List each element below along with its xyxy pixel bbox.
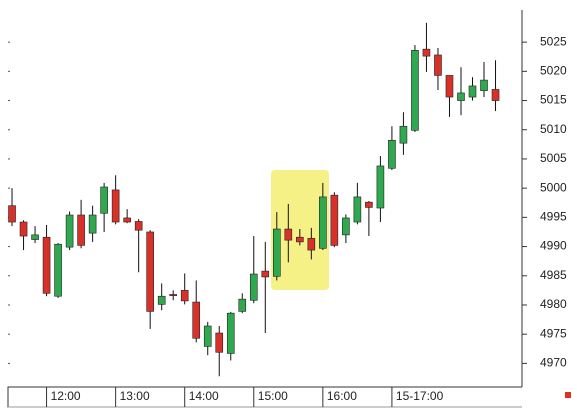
marker [565, 392, 571, 398]
candle-body [42, 236, 51, 294]
candle-body [226, 312, 235, 354]
candle-body [330, 194, 339, 246]
candle-body [8, 205, 16, 223]
candle-body [169, 294, 177, 296]
y-tick-label: 5010 [540, 122, 567, 136]
y-tick-label: 4970 [540, 356, 567, 370]
y-tick-label: 5000 [540, 180, 567, 194]
y-tick-label: 4980 [540, 297, 567, 311]
y-tick-label: 4985 [540, 268, 567, 282]
candle-body [365, 201, 373, 208]
x-tick-label: 12:00 [51, 389, 81, 403]
candle-body [65, 214, 74, 248]
candle-body [491, 89, 500, 101]
candle-body [31, 234, 39, 240]
candle-body [54, 243, 62, 297]
x-tick-label: 15-17:00 [396, 389, 444, 403]
candle-body [111, 189, 120, 223]
y-tick-label: 5025 [540, 34, 567, 48]
candle-body [411, 50, 419, 131]
candle-body [261, 270, 270, 278]
x-tick-label: 16:00 [327, 389, 357, 403]
candle-body [249, 273, 258, 301]
candle-body [422, 48, 431, 57]
candle-body [376, 165, 385, 209]
x-tick-label: 15:00 [258, 389, 288, 403]
candle-body [203, 325, 212, 347]
candle-body [307, 238, 316, 251]
candle-body [342, 217, 350, 236]
axis-bracket [7, 386, 16, 408]
candle-body [146, 231, 154, 312]
candle-body [157, 295, 166, 305]
candle-body [296, 236, 304, 243]
candle-body [77, 214, 85, 246]
candle-body [388, 139, 396, 169]
candle-body [134, 221, 143, 231]
candle-body [468, 85, 477, 98]
candle-body [180, 290, 189, 302]
candle-body [399, 125, 408, 144]
x-tick-label: 13:00 [120, 389, 150, 403]
candle-body [123, 217, 131, 223]
candle-body [319, 196, 327, 249]
y-tick-label: 5020 [540, 64, 567, 78]
y-tick-label: 4990 [540, 239, 567, 253]
candle-body [353, 196, 362, 223]
candle-body [88, 214, 97, 234]
y-tick-label: 5015 [540, 93, 567, 107]
candle-body [100, 186, 108, 214]
candle-body [238, 298, 247, 312]
candle-body [445, 75, 454, 98]
x-tick-label: 14:00 [189, 389, 219, 403]
candle-body [272, 228, 281, 277]
candle-body [457, 92, 465, 101]
y-tick-label: 4995 [540, 210, 567, 224]
candle-body [192, 301, 201, 339]
candle-body [284, 228, 293, 241]
candle-body [19, 221, 28, 237]
candle-body [480, 79, 488, 91]
y-tick-label: 4975 [540, 326, 567, 340]
candle-body [434, 54, 442, 76]
candle-body [215, 332, 224, 353]
y-tick-label: 5005 [540, 151, 567, 165]
